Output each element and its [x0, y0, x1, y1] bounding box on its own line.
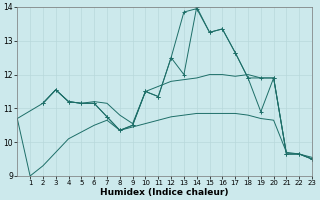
X-axis label: Humidex (Indice chaleur): Humidex (Indice chaleur)	[100, 188, 229, 197]
